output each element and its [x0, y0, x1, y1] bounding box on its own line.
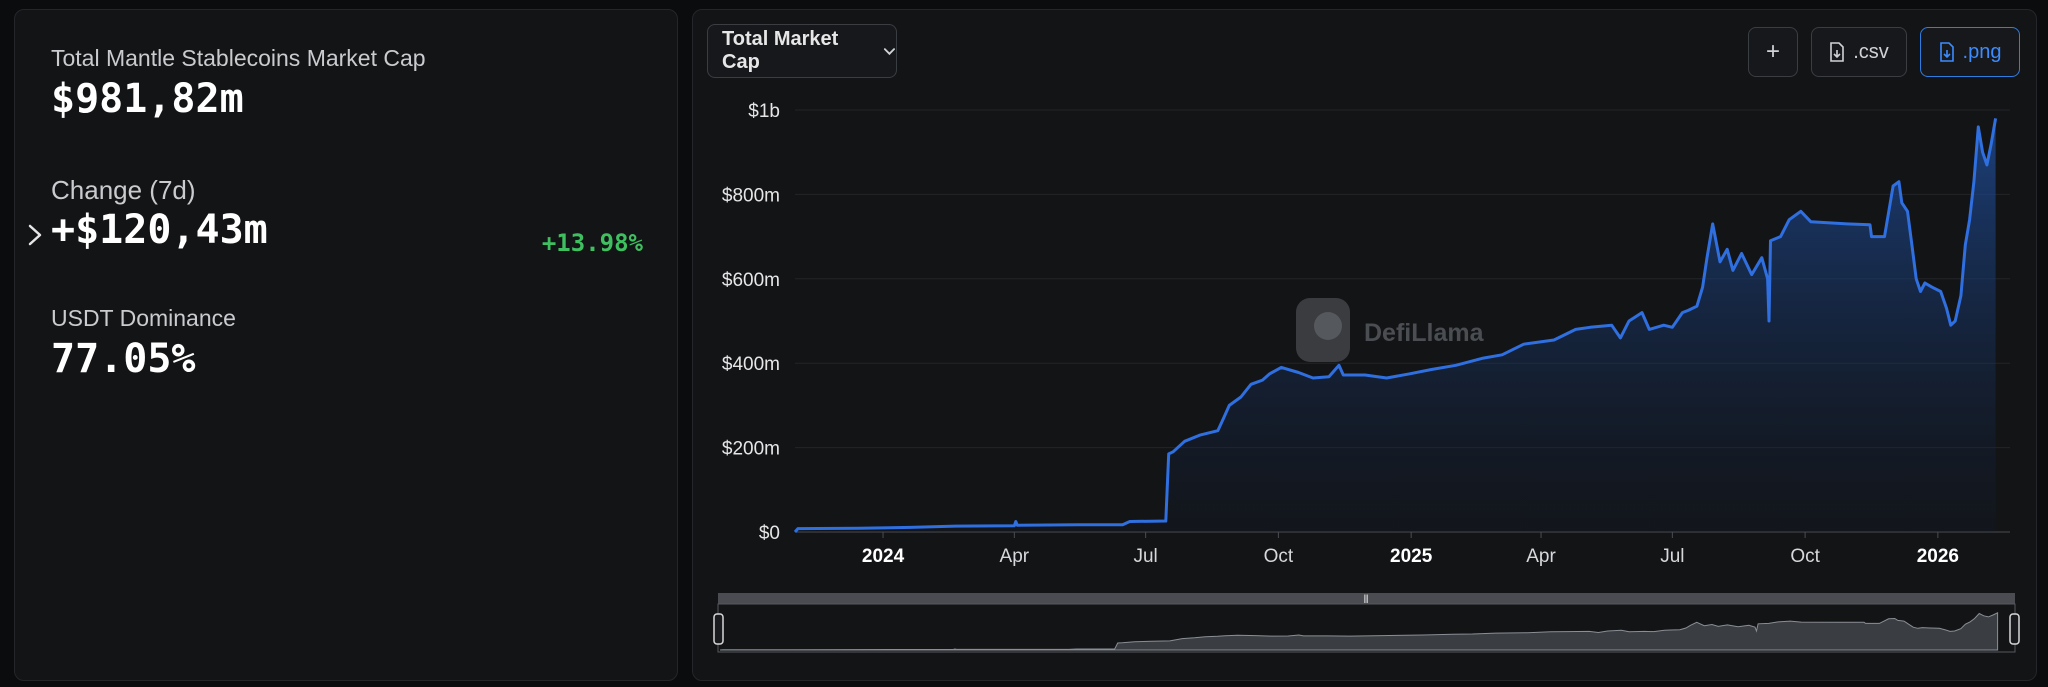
y-tick-label: $0: [759, 523, 780, 544]
y-tick-label: $1b: [748, 101, 780, 122]
x-tick-label: 2024: [862, 546, 905, 567]
png-label: .png: [1962, 40, 2002, 63]
x-tick-label: Apr: [1526, 546, 1556, 567]
chevron-down-icon: [884, 48, 896, 56]
y-axis: $0 $200m $400m $600m $800m $1b: [722, 101, 780, 544]
dominance-value: 77.05%: [51, 336, 196, 382]
change-value: +$120,43m: [51, 207, 268, 253]
brush-handle-bar[interactable]: [718, 593, 2015, 604]
change-percent: +13.98%: [541, 229, 643, 257]
brush-left-handle[interactable]: [713, 613, 724, 645]
brush-right-handle[interactable]: [2009, 613, 2020, 645]
series-line: [793, 118, 1998, 533]
watermark: DefiLlama: [1296, 298, 1485, 362]
x-tick-label: Oct: [1790, 546, 1820, 567]
y-tick-label: $400m: [722, 354, 780, 375]
dominance-label: USDT Dominance: [51, 305, 236, 331]
x-tick-label: 2025: [1390, 546, 1433, 567]
add-button[interactable]: +: [1748, 27, 1798, 77]
file-download-icon: [1939, 42, 1954, 62]
market-cap-value: $981,82m: [51, 76, 244, 122]
watermark-text: DefiLlama: [1364, 319, 1485, 347]
csv-download-button[interactable]: .csv: [1811, 27, 1907, 77]
y-tick-label: $200m: [722, 439, 780, 460]
x-tick-label: Jul: [1133, 546, 1157, 567]
x-tick-label: Jul: [1660, 546, 1684, 567]
y-tick-label: $600m: [722, 270, 780, 291]
file-download-icon: [1830, 42, 1845, 62]
plus-icon: +: [1765, 38, 1780, 65]
csv-label: .csv: [1853, 40, 1889, 63]
png-download-button[interactable]: .png: [1920, 27, 2020, 77]
stats-panel: Total Mantle Stablecoins Market Cap $981…: [14, 9, 678, 681]
series-area: [795, 118, 1996, 533]
change-label: Change (7d): [51, 175, 196, 205]
metric-dropdown[interactable]: Total Market Cap: [707, 24, 897, 78]
y-tick-label: $800m: [722, 185, 780, 206]
x-tick-label: 2026: [1917, 546, 1959, 567]
chevron-right-icon[interactable]: [25, 222, 47, 248]
grip-icon: ⦀: [1364, 594, 1369, 606]
brush-preview: [719, 612, 1999, 651]
x-axis: 2024 Apr Jul Oct 2025 Apr Jul Oct 2026: [862, 532, 1959, 567]
range-brush[interactable]: ⦀: [713, 593, 2020, 653]
x-tick-label: Oct: [1264, 546, 1294, 567]
dropdown-label: Total Market Cap: [722, 28, 839, 73]
x-tick-label: Apr: [1000, 546, 1030, 567]
market-cap-label: Total Mantle Stablecoins Market Cap: [51, 45, 426, 71]
